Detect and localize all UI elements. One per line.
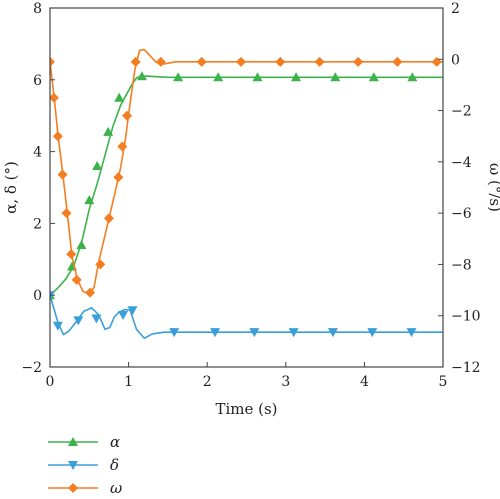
- series-delta-point: [249, 328, 260, 338]
- series-omega-point: [85, 287, 96, 298]
- series-omega-point: [95, 259, 106, 270]
- series-alpha-point: [84, 195, 95, 205]
- y-right-tick-label: −12: [451, 360, 481, 376]
- series-omega-point: [235, 56, 246, 67]
- series-omega-point: [113, 172, 124, 183]
- series-omega-point: [122, 110, 133, 121]
- series-omega-point: [117, 141, 128, 152]
- series-delta-point: [288, 328, 299, 338]
- legend-item-delta: δ: [48, 456, 119, 474]
- series-omega-point: [66, 249, 77, 260]
- y-right-tick-label: −8: [451, 257, 472, 273]
- series-delta-point: [327, 328, 338, 338]
- y-axis-right-title: ω (°/s): [486, 163, 500, 212]
- series-omega-point: [275, 56, 286, 67]
- y-right-tick-label: 0: [451, 52, 460, 68]
- x-tick-label: 1: [124, 374, 133, 390]
- series-omega-point: [57, 169, 68, 180]
- y-left-tick-label: 4: [33, 145, 42, 161]
- x-tick-label: 5: [439, 374, 448, 390]
- series-alpha-point: [213, 72, 224, 82]
- series-omega-line: [50, 48, 443, 295]
- series-delta-point: [91, 314, 102, 324]
- series-alpha-point: [407, 72, 418, 82]
- x-axis-title: Time (s): [215, 400, 277, 418]
- series-delta-point: [73, 316, 84, 326]
- series-omega-point: [52, 131, 63, 142]
- legend-label: ω: [110, 479, 122, 497]
- series-delta-line: [50, 294, 443, 340]
- series-omega-point: [71, 274, 82, 285]
- series-omega-point: [392, 56, 403, 67]
- y-left-tick-label: 8: [33, 1, 42, 17]
- legend-label: α: [110, 433, 120, 451]
- y-axis-left-title: α, δ (°): [2, 161, 20, 214]
- series-omega-point: [353, 56, 364, 67]
- series-alpha-line: [50, 75, 443, 296]
- y-right-tick-label: −10: [451, 309, 481, 325]
- series-alpha: [50, 71, 443, 300]
- series-delta-point: [210, 328, 221, 338]
- y-right-tick-label: −6: [451, 206, 472, 222]
- x-tick-label: 0: [46, 374, 55, 390]
- series-alpha-point: [368, 72, 379, 82]
- series-delta: [50, 291, 443, 340]
- y-right-tick-label: 2: [451, 1, 460, 17]
- series-omega-point: [103, 213, 114, 224]
- x-tick-label: 4: [360, 374, 369, 390]
- y-left-tick-label: 0: [33, 288, 42, 304]
- y-right-tick-label: −2: [451, 104, 472, 120]
- y-left-tick-label: 2: [33, 216, 42, 232]
- series-alpha-point: [252, 72, 263, 82]
- legend: αδω: [48, 433, 122, 497]
- series-alpha-point: [103, 126, 114, 136]
- x-tick-label: 2: [203, 374, 212, 390]
- x-tick-label: 3: [281, 374, 290, 390]
- legend-marker: [68, 483, 78, 493]
- y-left-tick-label: 6: [33, 73, 42, 89]
- series-delta-point: [127, 306, 138, 316]
- series-delta-point: [367, 328, 378, 338]
- plot-frame: [49, 7, 444, 368]
- series-omega-point: [50, 56, 55, 67]
- series-alpha-point: [173, 72, 184, 82]
- series-omega-point: [314, 56, 325, 67]
- series-delta-point: [169, 328, 180, 338]
- series-omega-point: [155, 56, 166, 67]
- series-omega-point: [50, 92, 59, 103]
- legend-item-omega: ω: [48, 479, 122, 497]
- series-alpha-point: [136, 71, 147, 81]
- series-alpha-point: [330, 72, 341, 82]
- series-alpha-point: [92, 160, 103, 170]
- legend-marker: [68, 437, 78, 446]
- series-omega-point: [431, 56, 442, 67]
- y-left-tick-label: −2: [21, 360, 42, 376]
- series-delta-point: [52, 321, 63, 331]
- series-delta-point: [118, 310, 129, 320]
- legend-label: δ: [110, 456, 119, 474]
- series-layer: [50, 48, 443, 340]
- series-omega-point: [61, 208, 72, 219]
- series-alpha-point: [76, 239, 87, 249]
- series-omega-point: [196, 56, 207, 67]
- series-alpha-point: [114, 92, 125, 102]
- series-alpha-point: [291, 72, 302, 82]
- series-omega-point: [130, 56, 141, 67]
- y-right-tick-label: −4: [451, 155, 472, 171]
- legend-item-alpha: α: [48, 433, 120, 451]
- series-omega: [50, 48, 443, 298]
- legend-marker: [68, 461, 78, 470]
- series-delta-point: [406, 328, 417, 338]
